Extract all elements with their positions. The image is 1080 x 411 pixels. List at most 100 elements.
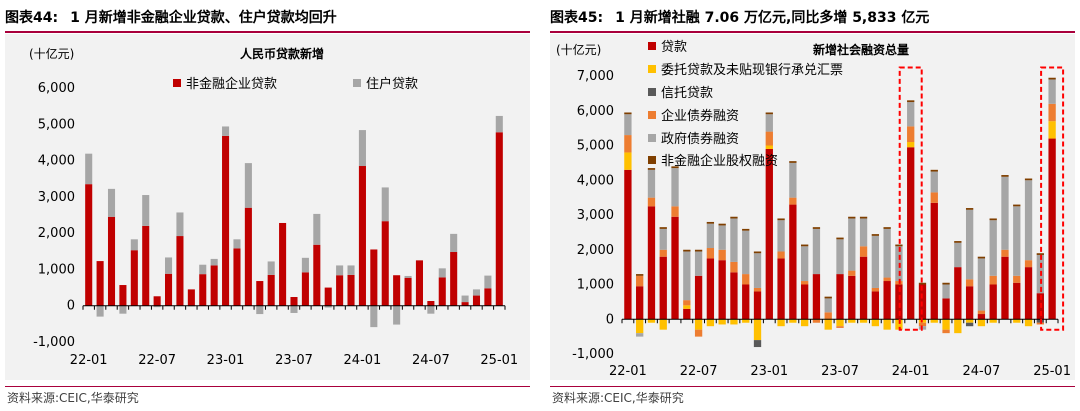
bar-segment	[324, 287, 332, 306]
legend-swatch	[173, 79, 181, 87]
bar-segment	[1001, 176, 1009, 250]
bar-segment	[977, 314, 986, 320]
bar-segment	[1013, 282, 1021, 320]
bar-segment	[989, 220, 997, 276]
bar-segment	[789, 162, 797, 198]
bar-segment	[918, 282, 927, 285]
bar-segment	[859, 246, 868, 257]
legend-swatch	[353, 79, 361, 87]
bar-segment	[859, 216, 868, 219]
bar-segment	[694, 319, 703, 330]
legend-swatch	[648, 42, 656, 50]
bar-segment	[765, 131, 773, 146]
bar-segment	[624, 112, 632, 115]
bar-segment	[256, 281, 264, 306]
bar-segment	[461, 295, 469, 303]
bar-segment	[244, 163, 252, 208]
bar-segment	[801, 319, 809, 327]
legend-label: 委托贷款及未贴现银行承兑汇票	[661, 63, 843, 78]
y-tick-label: 6,000	[38, 81, 75, 96]
y-tick-label: 1,000	[577, 278, 614, 293]
legend-label: 非金融企业股权融资	[661, 153, 778, 169]
bar-segment	[848, 216, 856, 219]
bar-segment	[965, 209, 974, 280]
bar-segment	[279, 222, 287, 306]
right-chart-area: (十亿元) 新增社会融资总量 -1,000 0 1,000 2,000 3,000 4,000…	[550, 34, 1075, 380]
bar-segment	[730, 272, 738, 320]
bar-segment	[187, 289, 195, 306]
bar-segment	[859, 256, 868, 320]
bar-segment	[718, 225, 726, 250]
bar-segment	[718, 249, 726, 261]
bar-segment	[450, 252, 458, 306]
bar-segment	[742, 284, 750, 320]
legend-label: 非金融企业贷款	[186, 76, 277, 92]
bar-segment	[1001, 249, 1009, 257]
bar-segment	[730, 218, 738, 262]
bar-segment	[107, 216, 116, 306]
bar-segment	[907, 102, 915, 127]
x-tick-label: 23-01	[750, 364, 788, 379]
bar-segment	[977, 256, 986, 259]
x-tick-label: 22-07	[680, 364, 718, 379]
bar-segment	[256, 305, 264, 315]
y-tick-label: -1,000	[33, 335, 75, 350]
bar-segment	[1024, 178, 1033, 181]
bar-segment	[836, 274, 844, 320]
x-tick-label: 25-01	[1033, 364, 1071, 379]
bar-segment	[495, 132, 503, 306]
bar-segment	[753, 253, 762, 288]
bar-segment	[130, 250, 138, 306]
bar-segment	[301, 272, 309, 306]
highlight-box	[1040, 66, 1065, 331]
bar-segment	[742, 319, 750, 323]
bar-segment	[871, 319, 880, 327]
y-tick-label: 7,000	[577, 69, 614, 84]
bar-segment	[1048, 79, 1056, 104]
bar-segment	[671, 216, 679, 320]
bar-segment	[404, 277, 412, 306]
bar-segment	[358, 130, 366, 167]
y-tick-label: 2,000	[38, 226, 75, 241]
bar-segment	[930, 192, 938, 203]
bar-segment	[671, 168, 679, 207]
bar-segment	[130, 239, 138, 251]
bar-segment	[706, 223, 715, 249]
bar-segment	[1024, 180, 1033, 261]
right-figure-title: 图表45: 1 月新增社融 7.06 万亿元,同比多增 5,833 亿元	[550, 8, 1075, 32]
bar-segment	[848, 275, 856, 320]
bar-segment	[393, 275, 401, 306]
bar-segment	[107, 188, 116, 217]
bar-segment	[706, 319, 715, 327]
bar-segment	[313, 244, 321, 306]
legend-label: 信托贷款	[661, 86, 713, 101]
bar-segment	[989, 275, 997, 285]
bar-segment	[859, 319, 868, 323]
legend-swatch	[648, 111, 656, 119]
bar-segment	[718, 319, 726, 325]
bar-segment	[824, 312, 832, 320]
bar-segment	[965, 322, 974, 327]
bar-segment	[495, 115, 503, 133]
bar-segment	[895, 319, 903, 330]
bar-segment	[954, 319, 962, 334]
x-tick-label: 23-01	[207, 353, 245, 368]
bar-segment	[358, 166, 366, 306]
bar-segment	[718, 223, 726, 226]
bar-segment	[1048, 77, 1056, 80]
bar-segment	[153, 305, 161, 308]
bar-segment	[119, 305, 127, 314]
bar-segment	[313, 213, 321, 245]
bar-segment	[381, 187, 389, 222]
bar-segment	[836, 326, 844, 328]
bar-segment	[636, 274, 644, 276]
bar-segment	[85, 153, 93, 185]
legend-swatch	[648, 88, 656, 96]
bar-segment	[659, 319, 667, 330]
bar-segment	[85, 184, 93, 306]
bar-segment	[812, 228, 821, 275]
left-figure-label: 图表44:	[5, 10, 59, 26]
bar-segment	[636, 319, 644, 334]
left-footer-rule	[5, 386, 530, 387]
bar-segment	[942, 298, 950, 320]
